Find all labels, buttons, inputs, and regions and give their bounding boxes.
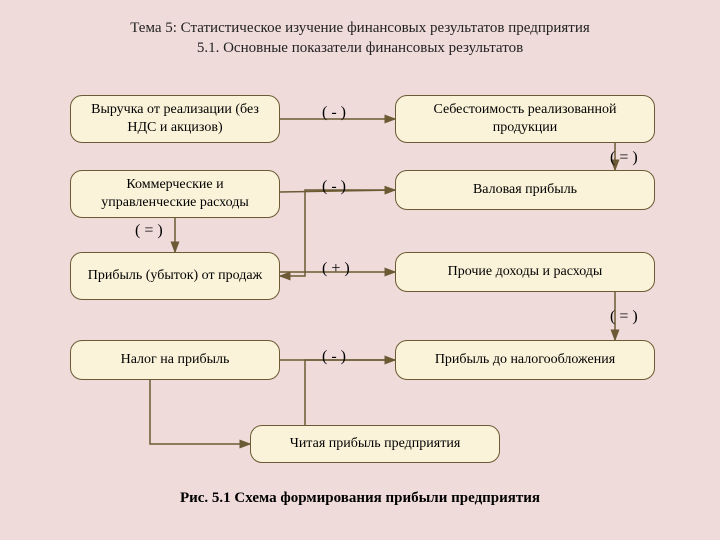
node-other-income: Прочие доходы и расходы — [395, 252, 655, 292]
node-sales-profit: Прибыль (убыток) от продаж — [70, 252, 280, 300]
node-label: Налог на прибыль — [121, 351, 230, 369]
figure-caption: Рис. 5.1 Схема формирования прибыли пред… — [0, 490, 720, 507]
node-revenue: Выручка от реализации (без НДС и акцизов… — [70, 95, 280, 143]
op-eq-r2: ( = ) — [610, 308, 638, 326]
node-label: Читая прибыль предприятия — [290, 435, 461, 453]
title-line2: 5.1. Основные показатели финансовых резу… — [197, 40, 523, 56]
node-cost: Себестоимость реализованной продукции — [395, 95, 655, 143]
node-label: Коммерческие и управленческие расходы — [79, 176, 271, 212]
node-gross-profit: Валовая прибыль — [395, 170, 655, 210]
op-minus-4: ( - ) — [322, 348, 346, 366]
node-expenses: Коммерческие и управленческие расходы — [70, 170, 280, 218]
node-label: Валовая прибыль — [473, 181, 577, 199]
op-minus-2: ( - ) — [322, 178, 346, 196]
node-net-profit: Читая прибыль предприятия — [250, 425, 500, 463]
title-line1: Тема 5: Статистическое изучение финансов… — [130, 20, 590, 36]
node-label: Прочие доходы и расходы — [448, 263, 603, 281]
node-label: Выручка от реализации (без НДС и акцизов… — [79, 101, 271, 137]
slide-title: Тема 5: Статистическое изучение финансов… — [0, 18, 720, 59]
diagram-canvas: Тема 5: Статистическое изучение финансов… — [0, 0, 720, 540]
node-label: Прибыль (убыток) от продаж — [88, 267, 262, 285]
node-label: Прибыль до налогообложения — [435, 351, 615, 369]
node-pretax-profit: Прибыль до налогообложения — [395, 340, 655, 380]
op-eq-r1: ( = ) — [610, 149, 638, 167]
node-tax: Налог на прибыль — [70, 340, 280, 380]
op-minus-1: ( - ) — [322, 104, 346, 122]
op-plus-3: ( + ) — [322, 260, 350, 278]
node-label: Себестоимость реализованной продукции — [404, 101, 646, 137]
op-eq-l1: ( = ) — [135, 222, 163, 240]
